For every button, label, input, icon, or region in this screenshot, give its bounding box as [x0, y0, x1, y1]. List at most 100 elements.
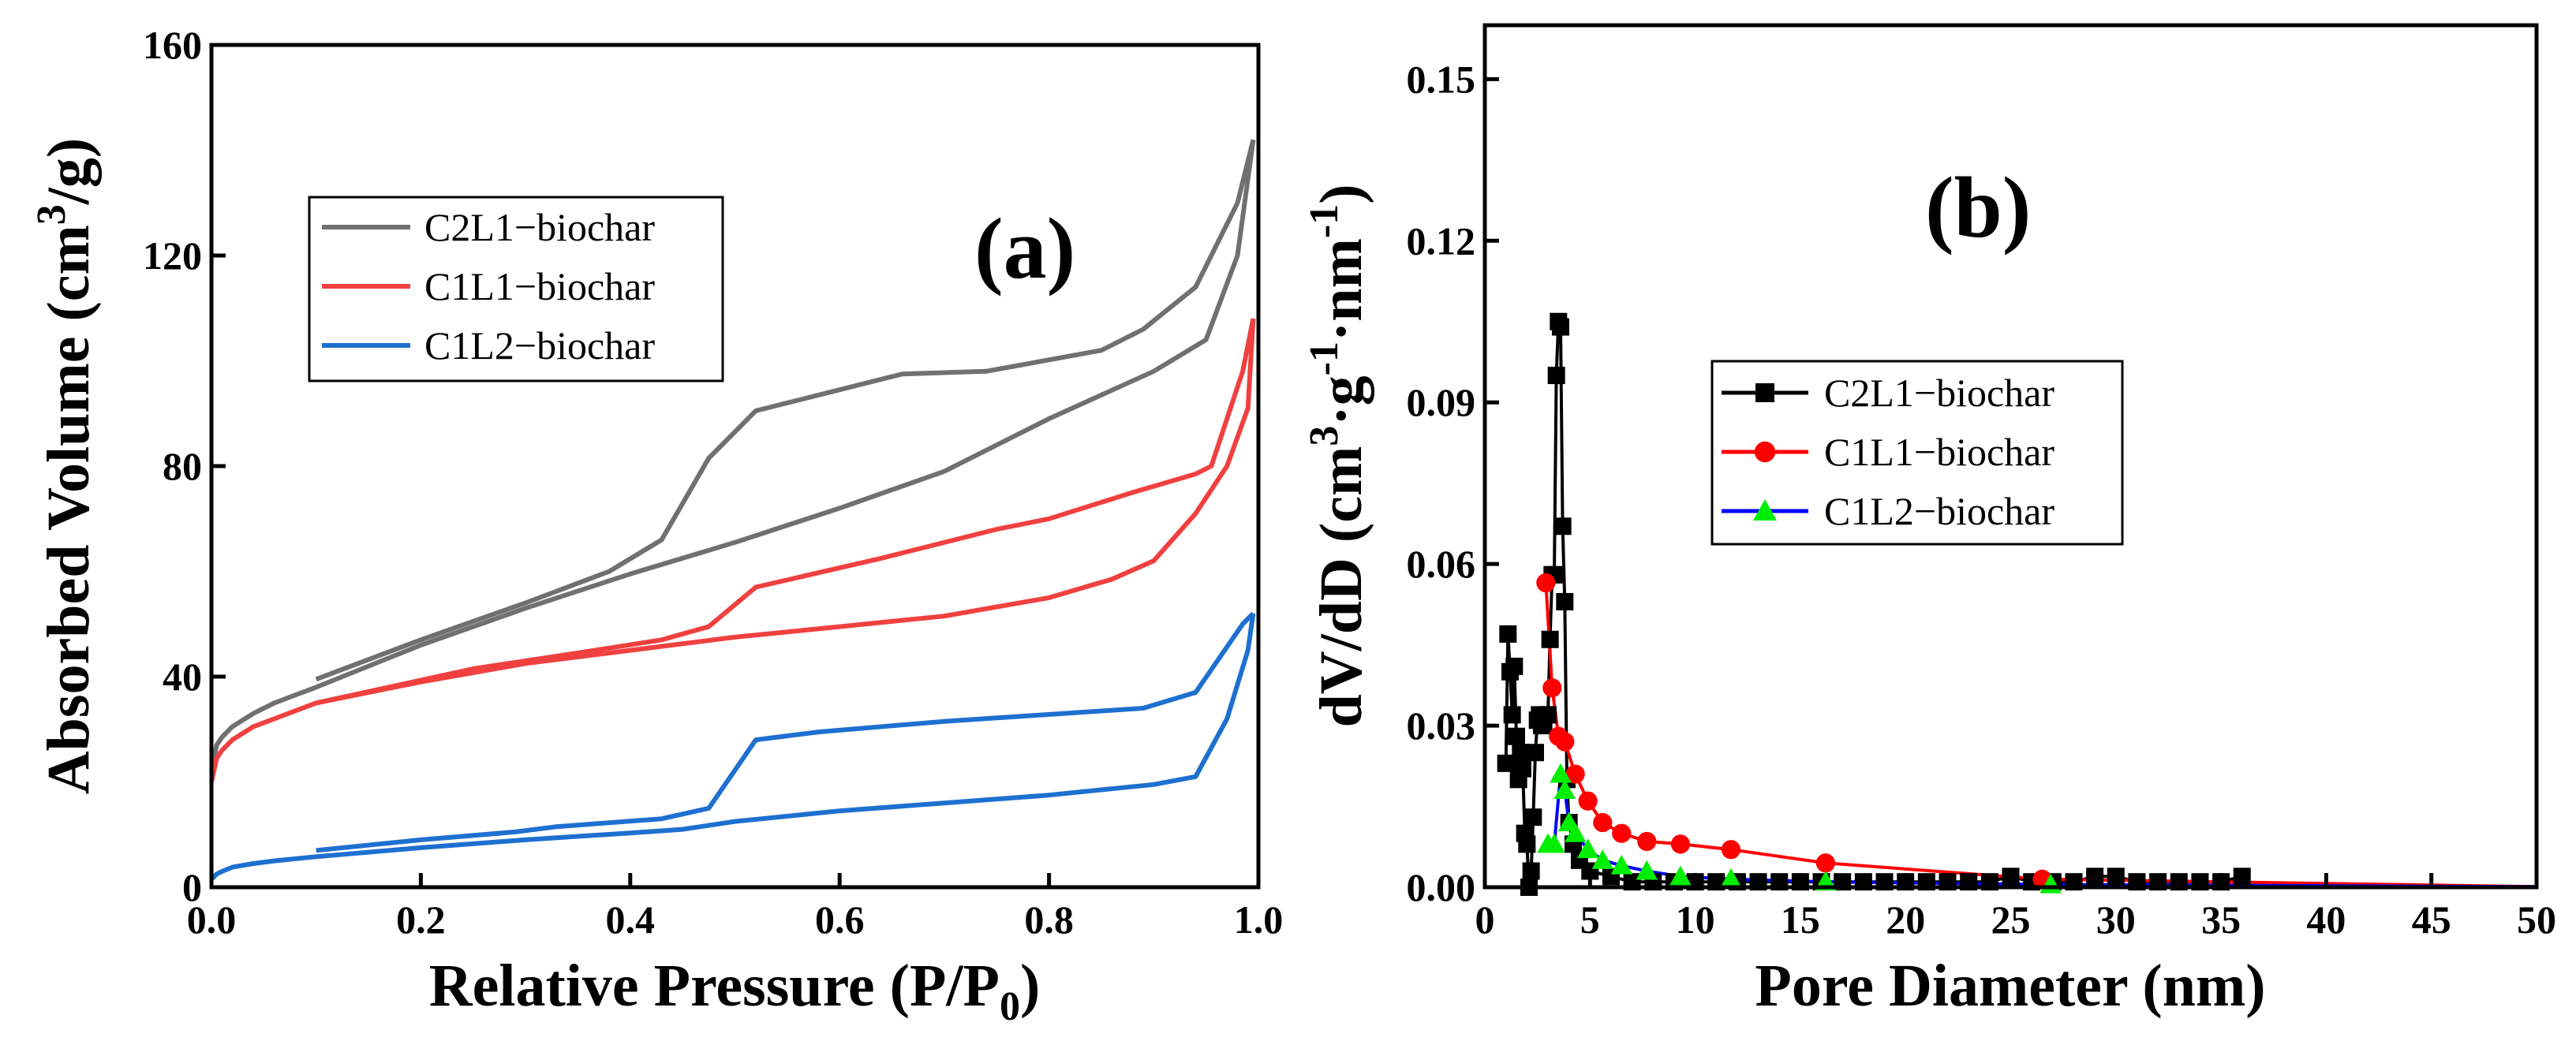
panel-a-legend-box: [308, 196, 724, 382]
panel-b-c2l1-point: [1518, 835, 1536, 853]
panel-a-c1l1-desorption-line: [316, 318, 1256, 706]
panel-b-c1l2-point: [1591, 849, 1614, 869]
panel-b-c2l1-point: [1507, 727, 1525, 745]
panel-b-x-ticks: 0 5 10 15 20 25 30 35 40 45 50: [1475, 873, 2556, 942]
panel-a-c1l2-adsorption-line: [209, 613, 1256, 882]
panel-a-x-tick-label: 0.8: [1024, 897, 1074, 942]
panel-b-pore-size-chart: 0 5 10 15 20 25 30 35 40 45 50 0.00 0.03 0.06 0.09 0.1…: [1302, 23, 2556, 1019]
panel-a-legend-label: C1L1−biochar: [424, 264, 655, 308]
panel-a-legend-label: C1L2−biochar: [424, 323, 655, 368]
panel-b-x-axis-title: Pore Diameter (nm): [1755, 953, 2265, 1019]
panel-b-y-ticks: 0.00 0.03 0.06 0.09 0.12 0.15: [1407, 57, 1499, 909]
panel-b-x-tick-label: 10: [1676, 897, 1715, 942]
panel-b-c1l1-line: [1544, 582, 2537, 889]
panel-a-x-tick-label: 0.4: [606, 897, 656, 942]
panel-a-label: (a): [974, 200, 1075, 297]
panel-b-c2l1-point: [1505, 657, 1524, 675]
panel-a-c1l2-desorption-line: [316, 611, 1255, 853]
panel-a-x-tick-label: 1.0: [1234, 897, 1284, 942]
panel-a-y-tick-label: 80: [163, 444, 202, 488]
panel-b-c1l1-point: [1536, 573, 1556, 593]
panel-b-c1l2-point: [1669, 865, 1692, 886]
panel-b-c1l1-point: [1578, 791, 1598, 811]
panel-a-series-group: [209, 139, 1256, 882]
panel-b-c2l1-point: [1513, 759, 1531, 778]
panel-a-y-ticks: 0 40 80 120 160: [143, 23, 226, 909]
panel-a-y-axis-title: Absorbed Volume (cm3/g): [29, 138, 102, 794]
panel-b-c1l1-point: [1721, 840, 1741, 860]
panel-b-c1l1-point: [1593, 812, 1613, 833]
panel-a-x-tick-label: 0.2: [396, 897, 446, 942]
panel-b-c2l1-point: [1551, 318, 1569, 336]
panel-b-c2l1-point: [1526, 744, 1544, 762]
panel-a-x-tick-label: 0.6: [815, 897, 865, 942]
panel-b-x-tick-label: 30: [2096, 897, 2136, 942]
panel-b-y-axis-title: dV/dD (cm3·g-1·nm-1): [1302, 184, 1374, 727]
panel-b-c1l2-point: [1553, 779, 1576, 800]
panel-b-legend-label: C1L1−biochar: [1824, 430, 2054, 474]
panel-b-legend-swatch-marker: [1755, 383, 1774, 402]
panel-b-c1l2-point: [1564, 822, 1587, 842]
panel-a-c1l1-adsorption-line: [209, 318, 1256, 783]
panel-a-c2l1-adsorption-line: [209, 139, 1256, 772]
panel-b-y-tick-label: 0.15: [1407, 57, 1476, 101]
panel-b-c2l1-point: [1541, 630, 1559, 648]
panel-b-c1l2-point: [1610, 854, 1633, 875]
panel-b-y-tick-label: 0.06: [1407, 542, 1476, 586]
panel-b-x-tick-label: 0: [1475, 897, 1495, 942]
panel-b-c1l2-point: [1550, 763, 1572, 783]
panel-b-c2l1-point: [1512, 744, 1530, 762]
panel-b-c1l2-point: [1636, 860, 1658, 880]
panel-b-c2l1-point: [1538, 706, 1557, 724]
panel-b-c2l1-point: [1499, 625, 1517, 643]
panel-b-c1l2-point: [1720, 868, 1742, 888]
panel-b-c2l1-point: [1503, 706, 1521, 724]
panel-b-x-tick-label: 45: [2412, 897, 2451, 942]
panel-b-y-tick-label: 0.12: [1407, 218, 1476, 263]
panel-b-legend-swatch-marker: [1754, 441, 1776, 463]
panel-b-c1l2-point: [1543, 833, 1565, 853]
panel-b-c1l1-point: [1565, 764, 1585, 784]
panel-b-c2l1-point: [1556, 592, 1574, 610]
panel-b-x-tick-label: 20: [1886, 897, 1925, 942]
panel-b-legend: C2L1−biochar C1L1−biochar C1L2−biochar: [1710, 360, 2124, 546]
panel-b-c2l1-point: [1547, 367, 1565, 385]
panel-a-c2l1-desorption-line: [315, 139, 1256, 682]
panel-b-y-tick-label: 0.09: [1407, 380, 1476, 424]
panel-b-c1l1-point: [1637, 831, 1657, 852]
panel-b-c2l1-point: [1524, 808, 1542, 826]
panel-a-x-ticks: 0.0 0.2 0.4 0.6 0.8 1.0: [187, 873, 1284, 942]
panel-a-isotherm-chart: 0.0 0.2 0.4 0.6 0.8 1.0 0 40 80 120 160 (a) Relat…: [29, 23, 1283, 1029]
panel-b-x-tick-label: 50: [2517, 897, 2556, 942]
panel-a-legend: C2L1−biochar C1L1−biochar C1L2−biochar: [308, 196, 724, 382]
panel-b-c1l1-point: [1670, 834, 1691, 854]
panel-b-c1l2-point: [1576, 838, 1599, 859]
panel-a-y-tick-label: 0: [182, 865, 202, 909]
panel-b-label: (b): [1925, 159, 2031, 256]
panel-b-c1l1-point: [1555, 732, 1575, 752]
panel-b-c2l1-point: [1497, 754, 1515, 772]
panel-b-legend-swatch-marker: [1753, 499, 1777, 520]
panel-a-x-tick-label: 0.0: [187, 897, 237, 942]
panel-b-x-tick-label: 40: [2306, 897, 2346, 942]
panel-b-x-tick-label: 5: [1580, 897, 1600, 942]
panel-b-x-tick-label: 15: [1781, 897, 1820, 942]
panel-b-x-tick-label: 25: [1991, 897, 2031, 942]
panel-b-y-tick-label: 0.00: [1407, 865, 1476, 909]
panel-b-c2l1-point: [1553, 517, 1572, 535]
panel-b-legend-label: C1L2−biochar: [1824, 489, 2054, 533]
panel-a-plot-frame: [209, 43, 1261, 890]
panel-a-y-tick-label: 160: [143, 23, 202, 67]
panel-b-c1l1-point: [1612, 823, 1632, 843]
panel-b-c2l1-point: [1522, 862, 1540, 880]
panel-b-x-tick-label: 35: [2201, 897, 2241, 942]
panel-b-c2l1-point: [2086, 868, 2104, 886]
panel-b-c1l1-point: [1815, 853, 1835, 873]
panel-b-legend-label: C2L1−biochar: [1824, 371, 2054, 415]
panel-a-x-axis-title: Relative Pressure (P/P0): [429, 953, 1041, 1029]
panel-b-c2l1-point: [2233, 868, 2251, 886]
panel-a-legend-label: C2L1−biochar: [424, 205, 655, 249]
panel-b-y-tick-label: 0.03: [1407, 703, 1476, 748]
panel-a-y-tick-label: 120: [143, 233, 202, 278]
